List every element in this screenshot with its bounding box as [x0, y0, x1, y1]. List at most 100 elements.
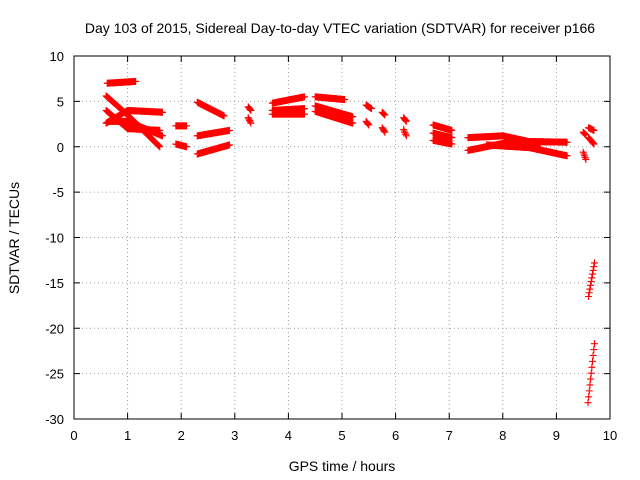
data-point: [380, 127, 388, 135]
data-point: [588, 274, 596, 282]
data-point: [590, 259, 598, 267]
data-point: [364, 120, 372, 128]
data-point: [585, 289, 593, 297]
y-tick-labels: 10 5 0 -5 -10 -15 -20 -25 -30: [45, 49, 64, 427]
data-series-segment: [124, 106, 166, 116]
data-point: [365, 121, 373, 129]
data-series-segment: [579, 128, 590, 139]
data-point: [589, 351, 597, 359]
y-tick-label: -5: [52, 185, 64, 200]
y-axis-label: SDTVAR / TECUs: [6, 182, 22, 294]
data-point: [590, 263, 598, 271]
x-tick-labels: 0 1 2 3 4 5 6 7 8 9 10: [70, 428, 617, 443]
data-point: [381, 111, 389, 119]
data-point: [563, 138, 571, 146]
data-point: [246, 105, 254, 113]
data-point: [563, 152, 571, 160]
x-tick-label: 5: [338, 428, 345, 443]
data-series-segment: [268, 110, 308, 118]
data-point: [590, 140, 598, 148]
x-tick-label: 7: [446, 428, 453, 443]
data-series-segment: [105, 117, 132, 125]
data-point: [402, 116, 410, 124]
data-point: [589, 139, 597, 147]
x-tick-label: 9: [553, 428, 560, 443]
data-series-segment: [429, 121, 456, 134]
data-points: [102, 77, 598, 407]
data-point: [585, 387, 593, 395]
chart-title: Day 103 of 2015, Sidereal Day-to-day VTE…: [85, 20, 595, 36]
data-point: [349, 113, 357, 121]
data-point: [220, 112, 228, 120]
data-series-segment: [400, 126, 410, 140]
data-series-segment: [584, 340, 598, 407]
data-point: [183, 122, 191, 130]
data-point: [400, 127, 408, 135]
y-tick-label: -25: [45, 367, 64, 382]
data-series-segment: [311, 102, 357, 121]
data-point: [581, 130, 589, 138]
data-series-segment: [400, 114, 410, 125]
data-point: [582, 155, 590, 163]
data-series-segment: [268, 93, 308, 107]
x-tick-label: 4: [285, 428, 292, 443]
data-series-segment: [510, 137, 571, 146]
y-tick-label: -10: [45, 231, 64, 246]
plot-frame: [73, 55, 611, 420]
data-point: [401, 129, 409, 137]
data-point: [584, 399, 592, 407]
data-series-segment: [193, 126, 233, 140]
data-series-segment: [429, 136, 456, 148]
data-point: [300, 110, 308, 118]
data-point: [246, 118, 254, 126]
data-point: [590, 340, 598, 348]
data-point: [246, 106, 254, 114]
data-series-segment: [429, 129, 456, 142]
data-point: [448, 140, 456, 148]
data-point: [448, 126, 456, 134]
data-series-segment: [585, 124, 598, 134]
x-tick-label: 10: [603, 428, 617, 443]
data-point: [587, 369, 595, 377]
data-series-segment: [378, 124, 389, 136]
data-point: [380, 110, 388, 118]
data-point: [589, 266, 597, 274]
data-point: [587, 281, 595, 289]
x-tick-label: 0: [70, 428, 77, 443]
y-tick-label: 0: [57, 140, 64, 155]
data-point: [381, 128, 389, 136]
data-series-segment: [172, 122, 191, 130]
data-series-segment: [193, 98, 228, 120]
data-point: [586, 381, 594, 389]
data-point: [585, 393, 593, 401]
data-point: [400, 126, 408, 134]
data-point: [448, 134, 456, 142]
data-point: [402, 117, 410, 125]
data-point: [590, 346, 598, 354]
data-point: [590, 126, 598, 134]
data-series-segment: [244, 114, 255, 127]
data-point: [183, 143, 191, 151]
data-point: [247, 106, 255, 114]
data-series-segment: [103, 77, 140, 87]
data-point: [225, 126, 233, 134]
data-series-segment: [362, 101, 375, 113]
data-point: [300, 93, 308, 101]
data-point: [402, 132, 410, 140]
data-series-segment: [483, 141, 534, 152]
y-tick-label: 5: [57, 94, 64, 109]
data-point: [402, 130, 410, 138]
data-point: [588, 363, 596, 371]
data-series-segment: [585, 134, 598, 148]
x-tick-label: 1: [124, 428, 131, 443]
y-tick-label: -20: [45, 321, 64, 336]
x-tick-label: 2: [178, 428, 185, 443]
data-series-segment: [585, 259, 598, 300]
data-point: [589, 357, 597, 365]
data-point: [380, 110, 388, 118]
data-point: [341, 96, 349, 104]
data-series-segment: [378, 108, 389, 119]
data-series-segment: [124, 117, 166, 140]
data-series-segment: [579, 148, 590, 163]
